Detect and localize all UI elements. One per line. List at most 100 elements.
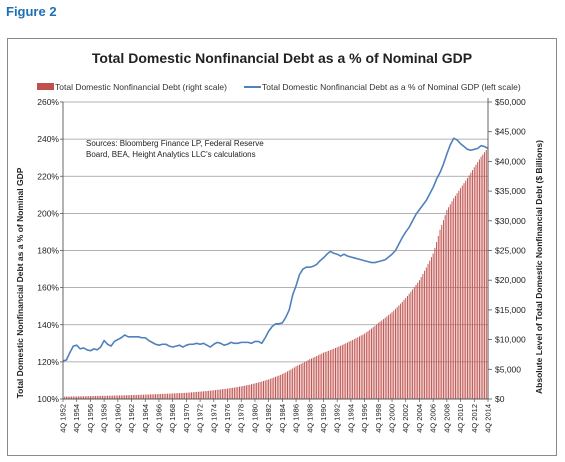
- legend-label-line: Total Domestic Nonfinancial Debt as a % …: [262, 82, 521, 92]
- debt-bar: [120, 395, 122, 399]
- debt-bar: [456, 193, 458, 399]
- debt-bar: [328, 350, 330, 399]
- debt-bar: [208, 390, 210, 399]
- debt-bar: [134, 394, 136, 399]
- right-tick-label: $30,000: [495, 216, 526, 226]
- debt-bar: [163, 393, 165, 399]
- debt-bar: [182, 392, 184, 399]
- legend: Total Domestic Nonfinancial Debt (right …: [37, 82, 521, 92]
- debt-bar: [292, 368, 294, 399]
- debt-bar: [86, 396, 88, 399]
- debt-bar: [285, 372, 287, 399]
- right-tick-label: $35,000: [495, 186, 526, 196]
- left-tick-label: 120%: [37, 357, 59, 367]
- debt-bar: [125, 395, 127, 399]
- debt-bar: [81, 396, 83, 399]
- debt-bar: [465, 180, 467, 399]
- line-series: [62, 137, 489, 362]
- debt-bar: [389, 313, 391, 399]
- debt-bar: [374, 325, 376, 399]
- debt-bar: [122, 395, 124, 399]
- debt-bar: [160, 393, 162, 399]
- x-tick-label: 4Q 2006: [429, 404, 438, 433]
- debt-bar: [184, 392, 186, 399]
- debt-bar: [233, 387, 235, 399]
- debt-bar: [76, 396, 78, 399]
- x-tick-label: 4Q 1998: [374, 404, 383, 433]
- debt-bar: [335, 348, 336, 399]
- debt-bar: [64, 396, 66, 399]
- x-tick-label: 4Q 1956: [86, 404, 95, 433]
- x-tick-label: 4Q 1972: [196, 404, 205, 433]
- debt-bar: [93, 396, 95, 399]
- debt-bar: [394, 308, 396, 399]
- debt-bar: [401, 301, 403, 399]
- debt-bar: [156, 394, 158, 399]
- debt-bar: [288, 370, 290, 399]
- debt-bar: [209, 390, 211, 399]
- debt-bar: [168, 393, 170, 399]
- debt-bar: [432, 253, 434, 399]
- right-tick-label: $5,000: [495, 364, 521, 374]
- debt-bar: [247, 385, 249, 399]
- debt-bar: [379, 321, 381, 399]
- debt-bar: [177, 393, 179, 399]
- x-tick-label: 4Q 1966: [154, 404, 163, 433]
- x-tick-label: 4Q 1962: [127, 404, 136, 433]
- right-tick-label: $0: [495, 394, 505, 404]
- debt-bar: [242, 386, 244, 399]
- debt-bar: [458, 190, 460, 399]
- x-tick-label: 4Q 1984: [278, 404, 287, 433]
- debt-bar: [307, 360, 309, 399]
- left-tick-label: 200%: [37, 208, 59, 218]
- right-tick-label: $45,000: [495, 127, 526, 137]
- debt-bar: [132, 395, 134, 399]
- debt-bar: [228, 388, 230, 399]
- x-tick-label: 4Q 1994: [346, 404, 355, 433]
- debt-bar: [350, 340, 352, 399]
- debt-bar: [478, 159, 480, 399]
- debt-bar: [149, 394, 151, 399]
- debt-bar: [317, 355, 319, 399]
- debt-bar: [343, 344, 345, 399]
- source-note-line-2: Board, BEA, Height Analytics LLC's calcu…: [86, 150, 256, 159]
- debt-bar: [105, 395, 107, 399]
- debt-bar: [341, 344, 343, 399]
- source-note: Sources: Bloomberg Finance LP, Federal R…: [86, 139, 264, 159]
- debt-bar: [79, 396, 81, 399]
- x-tick-label: 4Q 2012: [470, 404, 479, 433]
- debt-bar: [468, 175, 470, 399]
- debt-bar: [470, 172, 472, 399]
- right-axis-title: Absolute Level of Total Domestic Nonfina…: [534, 140, 544, 394]
- debt-bar: [305, 361, 307, 399]
- debt-bar: [480, 156, 482, 399]
- debt-bar: [269, 378, 271, 399]
- debt-bar: [117, 395, 119, 399]
- debt-bar: [237, 386, 239, 399]
- debt-bar: [252, 383, 254, 399]
- debt-bar: [203, 391, 205, 399]
- debt-bar: [396, 307, 398, 399]
- debt-bar: [336, 347, 338, 399]
- right-tick-label: $10,000: [495, 335, 526, 345]
- debt-bar: [475, 164, 477, 399]
- x-tick-label: 4Q 1974: [209, 404, 218, 433]
- debt-bar: [405, 298, 407, 399]
- debt-bar: [441, 225, 443, 399]
- debt-bar: [251, 384, 252, 399]
- debt-bar: [259, 381, 261, 399]
- debt-bar: [230, 388, 232, 399]
- x-tick-label: 4Q 1988: [305, 404, 314, 433]
- right-tick-label: $20,000: [495, 275, 526, 285]
- debt-bar: [273, 377, 275, 399]
- debt-bar: [412, 289, 414, 399]
- debt-bar: [281, 374, 283, 399]
- debt-bar: [192, 392, 194, 399]
- debt-bar: [437, 235, 439, 399]
- debt-bar: [329, 350, 331, 399]
- debt-bar: [331, 349, 333, 399]
- debt-bar: [71, 396, 73, 399]
- debt-bar: [290, 369, 292, 399]
- left-tick-label: 140%: [37, 320, 59, 330]
- debt-bar: [69, 396, 71, 399]
